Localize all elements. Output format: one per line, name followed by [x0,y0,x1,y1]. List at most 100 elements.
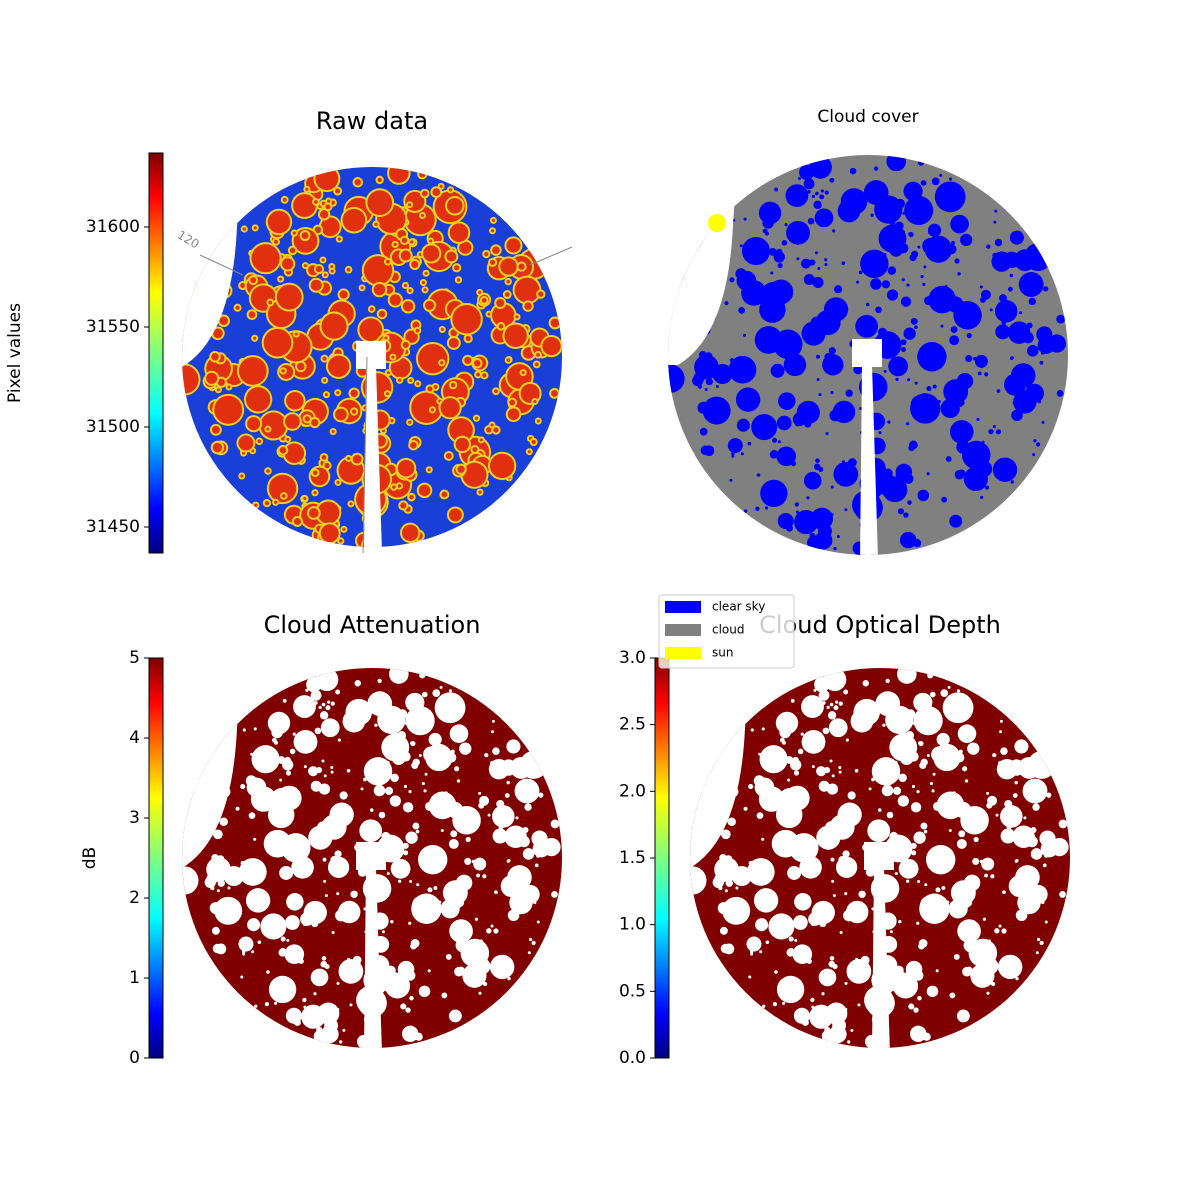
blob [774,187,779,192]
blob [819,194,825,200]
blob [913,1007,919,1013]
blob [897,795,909,807]
blob [808,155,832,179]
blob [926,386,932,392]
blob [906,879,910,883]
blob [825,431,829,436]
blob [989,308,993,312]
blob [402,802,414,813]
blob [427,969,431,973]
blob [883,369,887,373]
blob [235,806,240,811]
blob [1032,453,1036,457]
blob [928,231,932,235]
blob [533,900,537,905]
blob [948,899,968,919]
blob [984,372,989,377]
blob [534,863,539,868]
blob [411,893,442,924]
blob [1014,780,1018,785]
blob [441,491,448,498]
blob [260,412,287,439]
blob [425,801,435,811]
blob [268,300,273,305]
legend-swatch [665,601,701,613]
blob [807,189,811,194]
blob [214,395,243,424]
blob [761,727,765,731]
blob [486,427,492,433]
blob [538,792,544,798]
blob [445,452,452,459]
blob [816,378,820,382]
blob [822,727,830,735]
blob [975,358,983,365]
blob [999,719,1003,723]
blob [823,766,831,774]
mask [364,868,382,1048]
blob [401,738,408,744]
blob [334,850,342,858]
blob [1035,951,1039,955]
blob [359,318,383,342]
blob [743,217,747,221]
blob [965,966,973,974]
blob [743,509,748,513]
sky-image [182,668,562,1048]
blob [279,277,283,281]
mask [860,365,878,555]
blob [741,236,771,266]
blob [490,760,496,766]
blob [699,427,708,436]
blob [954,258,960,264]
blob [293,517,301,525]
blob [913,831,926,844]
blob [948,862,952,866]
blob [923,265,927,269]
blob [342,527,346,531]
blob [455,938,470,953]
blob [776,801,781,806]
blob [1014,739,1029,754]
blob [1037,400,1041,404]
blob [551,891,558,898]
blob [1041,900,1045,905]
blob [957,919,981,943]
blob [748,784,754,790]
blob [335,689,341,695]
blob [863,180,889,205]
blob [999,730,1003,734]
blob [322,857,327,862]
blob [931,177,940,186]
blob [292,732,296,736]
blob [1042,863,1047,868]
y-tick-label: 2 [129,888,140,908]
blob [289,247,296,254]
blob [235,305,240,310]
blob [900,347,906,353]
blob [957,399,965,406]
blob [948,829,952,833]
blob [965,355,973,363]
blob [474,917,479,921]
blob [789,870,793,874]
blob [841,261,846,265]
blob [245,888,271,913]
blob [492,805,515,828]
blob [478,490,482,494]
blob [949,514,963,528]
blob [906,193,910,197]
blob [759,745,788,774]
blob [314,701,318,705]
blob [812,917,818,923]
blob [897,508,904,515]
blob [801,729,826,754]
blob [814,208,834,228]
blob [257,940,262,945]
blob [843,909,855,922]
blob [941,886,946,890]
blob [1026,764,1033,771]
blob [822,701,826,705]
blob [920,822,928,830]
blob [824,263,828,267]
